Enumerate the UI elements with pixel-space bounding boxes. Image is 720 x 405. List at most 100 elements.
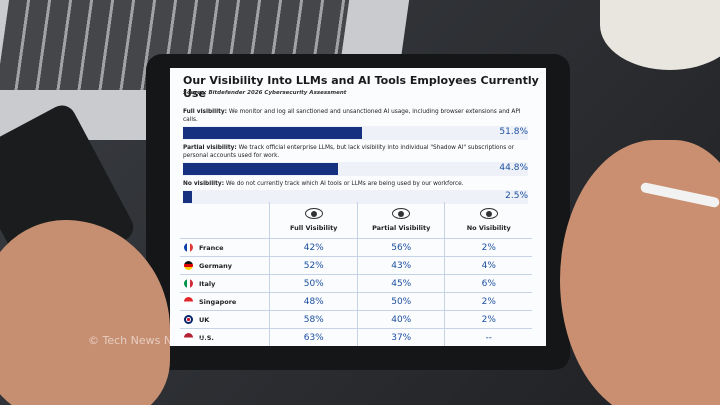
table-cell: 48% (269, 293, 357, 310)
bar-row: No visibility: We do not currently track… (183, 180, 528, 204)
eye-icon (304, 208, 323, 219)
bar-row: Partial visibility: We track official en… (183, 144, 528, 176)
bar-description: No visibility: We do not currently track… (183, 180, 528, 188)
flag-icon (184, 243, 193, 252)
cup (600, 0, 720, 70)
table-cell: 58% (269, 311, 357, 328)
bar-track: 44.8% (183, 162, 528, 176)
country-cell: Singapore (180, 297, 269, 306)
cell-value: 2% (481, 296, 496, 307)
table-cell: 52% (269, 257, 357, 274)
flag-icon (184, 315, 193, 324)
right-hand (560, 140, 720, 405)
value-label: 51.8% (499, 127, 528, 137)
table-cell: -- (444, 329, 532, 346)
country-name: Italy (199, 279, 216, 288)
cell-value: 6% (481, 278, 496, 289)
bar (183, 163, 338, 175)
table-cell: 40% (356, 311, 445, 328)
cell-value: 56% (391, 242, 412, 253)
category-label: Partial visibility: (183, 145, 237, 151)
watermark: © Tech News Network (88, 334, 210, 347)
country-cell: Germany (180, 261, 269, 270)
bar (183, 191, 192, 203)
cell-value: 37% (391, 332, 412, 343)
country-cell: France (180, 243, 269, 252)
table-cell: 50% (269, 275, 357, 292)
cell-value: 2% (481, 314, 496, 325)
country-cell: Italy (180, 279, 269, 288)
table-cell: 2% (444, 311, 532, 328)
table-header: Full Visibility Partial Visibility No Visi… (180, 202, 532, 239)
flag-icon (184, 333, 193, 342)
left-hand (0, 220, 170, 405)
column-header: Partial Visibility (356, 202, 445, 238)
table-cell: 42% (269, 239, 357, 256)
chart-title: Our Visibility Into LLMs and AI Tools Em… (183, 74, 539, 100)
country-name: UK (199, 315, 210, 324)
category-label: Full visibility: (183, 109, 227, 115)
country-name: U.S. (199, 333, 214, 342)
bar-description: Full visibility: We monitor and log all … (183, 108, 528, 124)
country-cell: UK (180, 315, 269, 324)
flag-icon (184, 261, 193, 270)
column-title: Partial Visibility (372, 224, 431, 232)
bar-rows: Full visibility: We monitor and log all … (183, 108, 528, 208)
flag-icon (184, 297, 193, 306)
cell-value: 43% (391, 260, 412, 271)
cell-value: 50% (303, 278, 324, 289)
table-cell: 56% (356, 239, 445, 256)
description-text: We monitor and log all sanctioned and un… (183, 109, 521, 123)
column-header: Full Visibility (269, 202, 357, 238)
column-header: No Visibility (444, 202, 532, 238)
column-title: No Visibility (466, 224, 511, 232)
cell-value: 52% (303, 260, 324, 271)
bar (183, 127, 362, 139)
country-name: Germany (199, 261, 232, 270)
cell-value: 42% (303, 242, 324, 253)
table-row: Singapore 48% 50% 2% (180, 293, 532, 311)
column-title: Full Visibility (290, 224, 338, 232)
bar-track: 51.8% (183, 126, 528, 140)
country-cell: U.S. (180, 333, 269, 342)
table: Full Visibility Partial Visibility No Visi… (180, 202, 532, 346)
table-row: Italy 50% 45% 6% (180, 275, 532, 293)
flag-icon (184, 279, 193, 288)
cell-value: 50% (391, 296, 412, 307)
table-cell: 37% (356, 329, 445, 346)
description-text: We do not currently track which AI tools… (225, 181, 464, 187)
table-cell: 63% (269, 329, 357, 346)
eye-icon (392, 208, 411, 219)
cell-value: -- (485, 332, 492, 343)
cell-value: 2% (481, 242, 496, 253)
cell-value: 63% (303, 332, 324, 343)
cell-value: 4% (481, 260, 496, 271)
table-cell: 50% (356, 293, 445, 310)
table-cell: 45% (356, 275, 445, 292)
bar-track: 2.5% (183, 190, 528, 204)
bar-row: Full visibility: We monitor and log all … (183, 108, 528, 140)
description-text: We track official enterprise LLMs, but l… (183, 145, 515, 159)
cell-value: 40% (391, 314, 412, 325)
bar-description: Partial visibility: We track official en… (183, 144, 528, 160)
screen: Our Visibility Into LLMs and AI Tools Em… (170, 68, 546, 346)
table-cell: 2% (444, 293, 532, 310)
country-name: Singapore (199, 297, 237, 306)
table-cell: 2% (444, 239, 532, 256)
table-cell: 43% (356, 257, 445, 274)
country-name: France (199, 243, 224, 252)
cell-value: 58% (303, 314, 324, 325)
value-label: 44.8% (499, 163, 528, 173)
eye-icon (479, 208, 498, 219)
cell-value: 48% (303, 296, 324, 307)
category-label: No visibility: (183, 181, 225, 187)
table-row: Germany 52% 43% 4% (180, 257, 532, 275)
table-cell: 6% (444, 275, 532, 292)
table-row: France 42% 56% 2% (180, 239, 532, 257)
table-row: UK 58% 40% 2% (180, 311, 532, 329)
table-cell: 4% (444, 257, 532, 274)
table-row: U.S. 63% 37% -- (180, 329, 532, 346)
chart-subtitle: Source: Bitdefender 2026 Cybersecurity A… (183, 90, 347, 96)
cell-value: 45% (391, 278, 412, 289)
value-label: 2.5% (505, 191, 528, 201)
